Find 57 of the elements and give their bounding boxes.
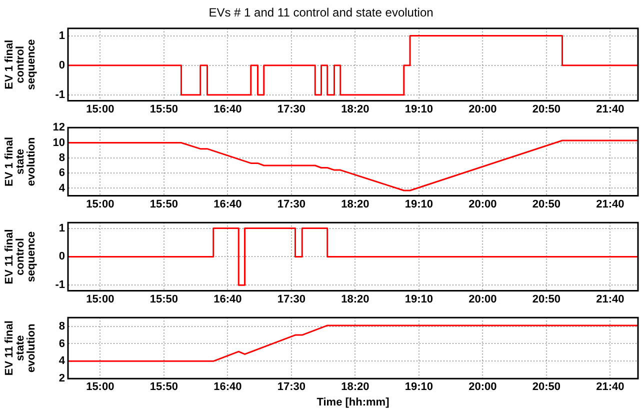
- x-tick-label: 15:00: [86, 381, 114, 394]
- x-tick-label: 15:50: [150, 293, 178, 306]
- y-tick-label: 0: [58, 250, 65, 263]
- x-tick-label: 19:10: [404, 198, 433, 210]
- y-axis-title: EV 1 final state evolution: [4, 136, 38, 186]
- x-tick-label: 19:10: [404, 293, 433, 306]
- x-tick-label: 16:40: [214, 198, 242, 210]
- x-tick-label: 16:40: [214, 293, 242, 306]
- x-tick-label: 16:40: [214, 103, 242, 116]
- x-tick-label: 15:50: [150, 198, 178, 210]
- x-tick-label: 20:50: [532, 381, 561, 394]
- x-tick-label: 17:30: [277, 381, 306, 394]
- x-tick-label: 18:20: [341, 198, 370, 210]
- x-tick-label: 21:40: [596, 381, 624, 394]
- x-axis-title: Time [hh:mm]: [316, 396, 390, 408]
- x-tick-label: 17:30: [277, 293, 306, 306]
- x-tick-label: 19:10: [404, 381, 433, 394]
- x-tick-label: 15:50: [150, 381, 178, 394]
- x-tick-label: 20:50: [532, 293, 561, 306]
- x-tick-label: 17:30: [277, 103, 306, 116]
- x-tick-label: 21:40: [596, 198, 624, 210]
- chart-title: EVs # 1 and 11 control and state evolution: [208, 6, 434, 20]
- y-tick-label: 4: [58, 182, 66, 194]
- y-tick-label: 8: [58, 152, 65, 164]
- y-tick-label: -1: [55, 88, 65, 101]
- y-axis-title: EV 11 final control sequence: [4, 229, 38, 284]
- y-tick-label: 8: [58, 320, 65, 332]
- x-tick-label: 20:00: [468, 198, 497, 210]
- x-tick-label: 15:00: [86, 198, 114, 210]
- x-tick-label: 21:40: [596, 293, 624, 306]
- x-tick-label: 18:20: [341, 381, 370, 394]
- x-tick-label: 20:50: [532, 103, 561, 116]
- x-tick-label: 21:40: [596, 103, 624, 116]
- x-tick-label: 15:00: [86, 103, 114, 116]
- x-tick-label: 20:00: [468, 381, 497, 394]
- y-tick-label: 4: [58, 355, 66, 368]
- y-axis-title: EV 11 final state evolution: [4, 320, 38, 376]
- x-tick-label: 18:20: [341, 293, 370, 306]
- y-tick-label: 1: [58, 222, 65, 234]
- x-tick-label: 20:00: [468, 103, 497, 116]
- y-tick-label: 0: [58, 59, 65, 72]
- x-tick-label: 15:50: [150, 103, 178, 116]
- y-tick-label: 6: [58, 338, 65, 350]
- x-tick-label: 17:30: [277, 198, 306, 210]
- y-tick-label: 10: [52, 136, 65, 149]
- y-tick-label: -1: [55, 279, 65, 292]
- y-tick-label: 2: [58, 372, 65, 385]
- y-axis-title: EV 1 final control sequence: [4, 39, 38, 90]
- x-tick-label: 15:00: [86, 293, 114, 306]
- x-tick-label: 18:20: [341, 103, 370, 116]
- y-tick-label: 6: [58, 167, 65, 180]
- x-tick-label: 20:00: [468, 293, 497, 306]
- y-tick-label: 12: [52, 122, 65, 134]
- x-tick-label: 19:10: [404, 103, 433, 116]
- x-tick-label: 20:50: [532, 198, 561, 210]
- x-tick-label: 16:40: [214, 381, 242, 394]
- y-tick-label: 1: [58, 30, 65, 42]
